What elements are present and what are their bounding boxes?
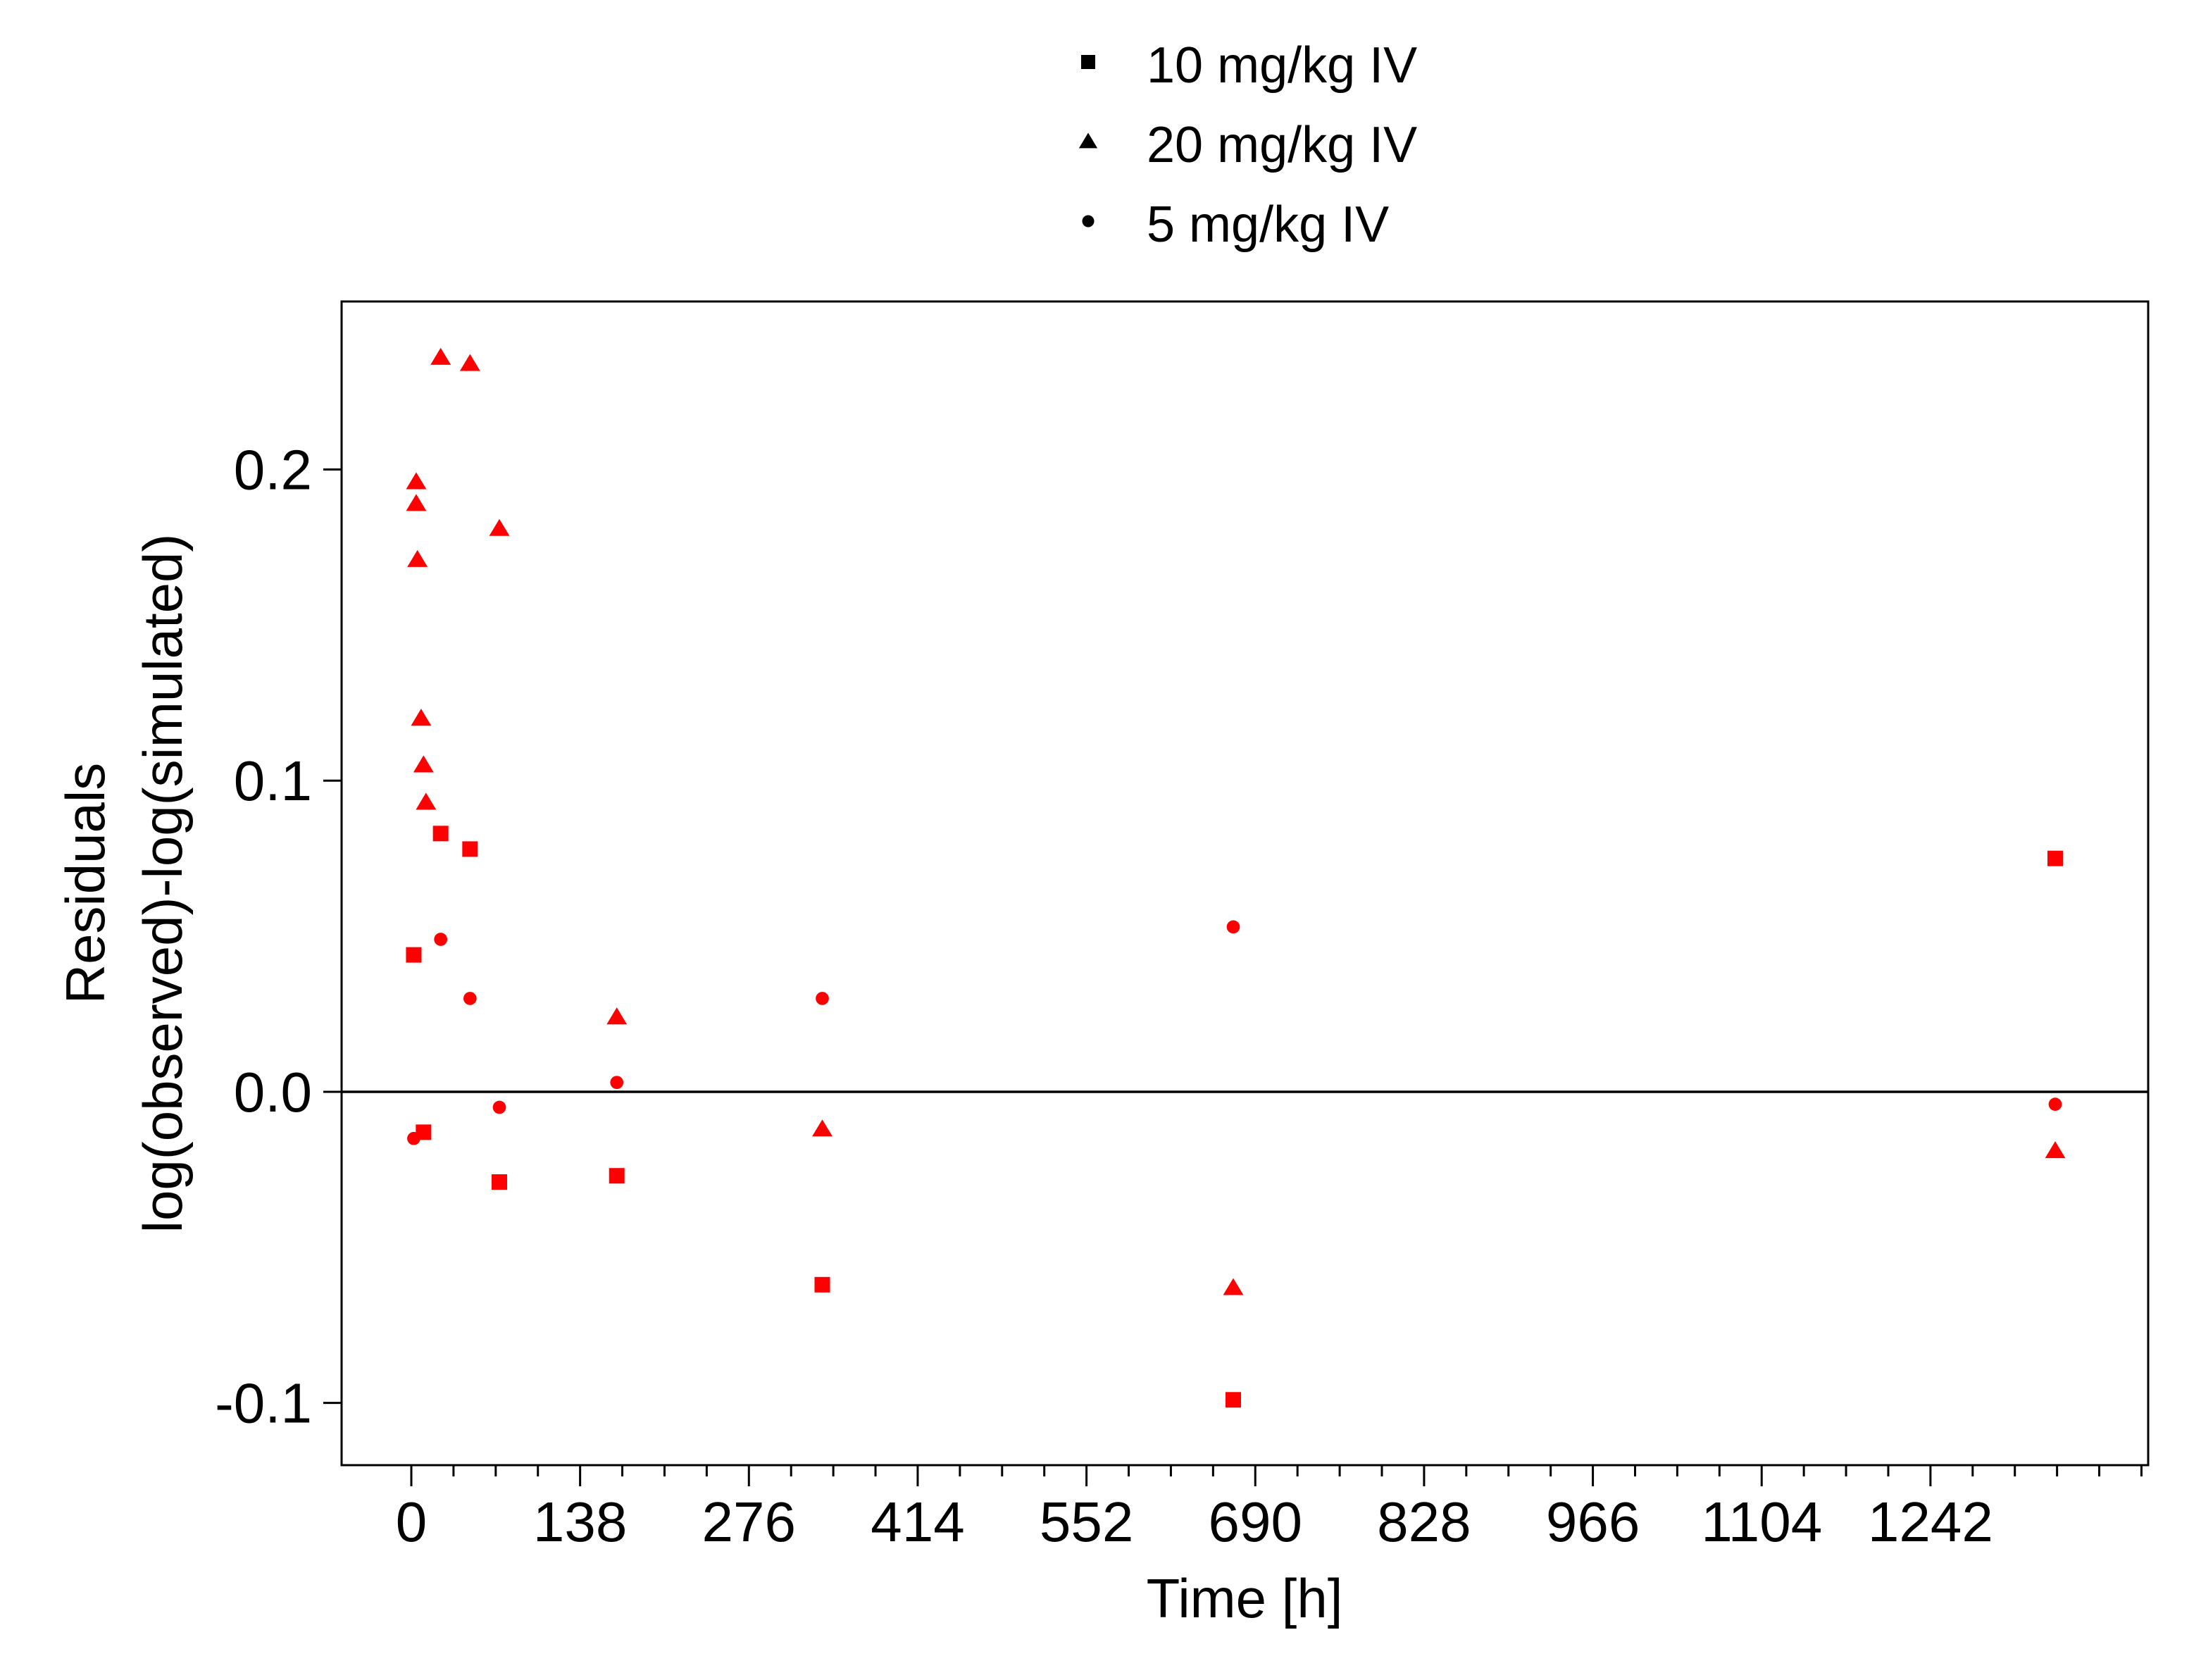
legend-marker-circle — [1082, 215, 1095, 228]
data-point-square — [462, 841, 478, 857]
data-point-circle — [492, 1100, 506, 1114]
y-axis: -0.1 0.0 0.1 0.2 — [215, 439, 342, 1435]
x-tick-label: 276 — [702, 1491, 796, 1553]
data-point-square — [492, 1174, 508, 1190]
data-point-circle — [407, 1131, 420, 1145]
data-point-triangle — [406, 494, 427, 511]
data-point-circle — [816, 992, 829, 1005]
data-point-square — [814, 1276, 830, 1293]
data-point-circle — [610, 1076, 624, 1090]
data-point-square — [2047, 850, 2064, 866]
legend: 10 mg/kg IV 20 mg/kg IV 5 mg/kg IV — [1078, 37, 1417, 253]
data-point-circle — [434, 933, 448, 946]
data-point-triangle — [413, 755, 434, 773]
x-tick-label: 414 — [871, 1491, 964, 1553]
x-tick-label: 1242 — [1868, 1491, 1993, 1553]
x-tick-label: 552 — [1040, 1491, 1133, 1553]
y-tick-label: 0.2 — [234, 439, 312, 502]
plot-frame — [340, 300, 2150, 1467]
legend-label: 20 mg/kg IV — [1147, 117, 1417, 173]
legend-marker-square — [1081, 55, 1095, 69]
y-axis-title-line-2: log(observed)-log(simulated) — [132, 534, 194, 1233]
data-point-triangle — [430, 347, 451, 365]
data-point-circle — [2048, 1097, 2062, 1111]
data-point-triangle — [812, 1119, 833, 1137]
data-point-triangle — [411, 709, 432, 726]
data-point-triangle — [459, 354, 480, 371]
x-tick-label: 828 — [1377, 1491, 1471, 1553]
data-point-square — [1226, 1392, 1242, 1408]
data-point-square — [406, 947, 422, 963]
legend-label: 5 mg/kg IV — [1147, 197, 1389, 253]
data-point-circle — [1226, 920, 1240, 934]
y-axis-title-line-1: Residuals — [54, 763, 116, 1004]
data-point-circle — [463, 992, 477, 1005]
x-tick-label: 966 — [1546, 1491, 1640, 1553]
data-point-triangle — [489, 518, 510, 536]
data-point-triangle — [606, 1007, 628, 1025]
x-tick-label: 1104 — [1701, 1491, 1822, 1553]
x-tick-label: 690 — [1209, 1491, 1302, 1553]
data-point-triangle — [1223, 1278, 1244, 1295]
legend-marker-triangle — [1078, 132, 1098, 149]
x-axis: 0 138 276 414 552 690 828 966 1104 1242 — [396, 1465, 2143, 1553]
x-tick-label: 0 — [396, 1491, 428, 1553]
data-point-triangle — [2045, 1141, 2066, 1159]
data-point-square — [609, 1168, 625, 1184]
x-axis-title: Time [h] — [1147, 1567, 1343, 1629]
y-tick-label: 0.1 — [234, 749, 312, 812]
data-points — [406, 347, 2066, 1408]
data-point-triangle — [407, 549, 428, 567]
y-tick-label: -0.1 — [215, 1372, 312, 1435]
data-point-triangle — [406, 472, 427, 490]
legend-label: 10 mg/kg IV — [1147, 37, 1417, 94]
data-point-triangle — [416, 792, 437, 810]
x-tick-label: 138 — [533, 1491, 627, 1553]
data-point-square — [432, 826, 449, 842]
y-tick-label: 0.0 — [234, 1061, 312, 1124]
